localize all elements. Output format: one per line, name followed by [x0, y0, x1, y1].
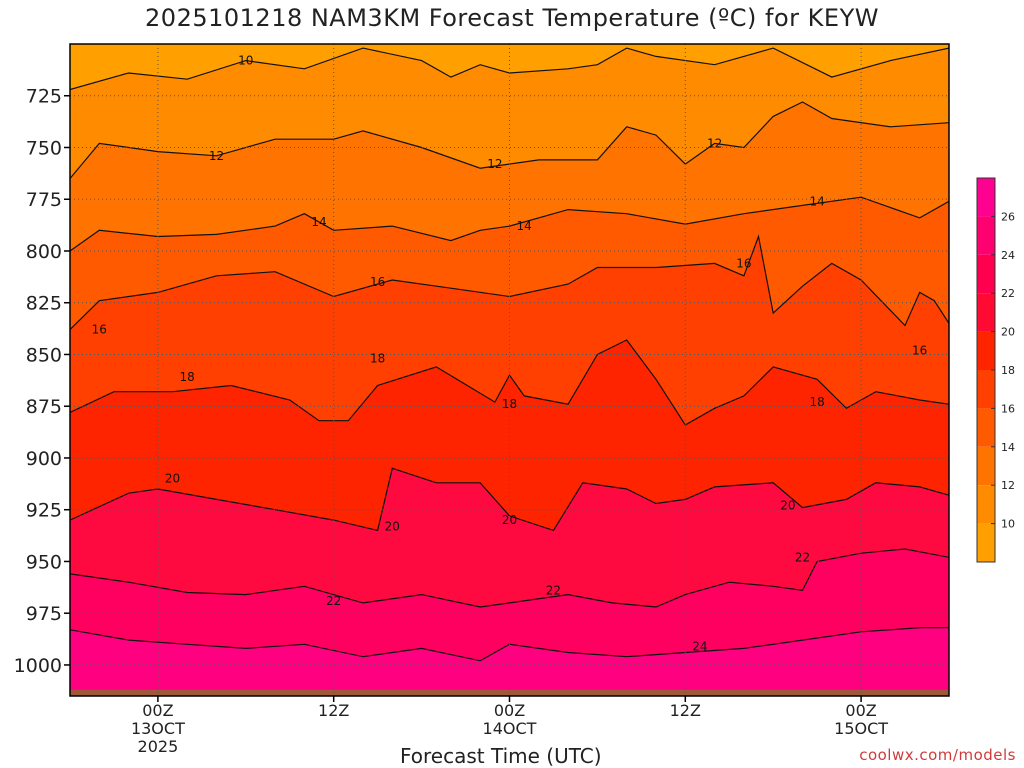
contour-line-12 — [70, 101, 949, 179]
x-tick-label: 00Z — [845, 701, 876, 720]
contour-line-20 — [70, 467, 949, 532]
colorbar-swatch — [977, 331, 995, 370]
colorbar-swatch — [977, 408, 995, 447]
contour-label: 14 — [517, 219, 532, 233]
contour-label: 16 — [370, 275, 385, 289]
colorbar-label: 10 — [1001, 518, 1015, 531]
contour-labels: 10 12 12 12 14 14 14 16 16 16 16 18 18 18 18 20 20 20 20 22… — [92, 54, 928, 654]
y-tick-label: 825 — [26, 293, 62, 315]
x-tick-label: 15OCT — [834, 719, 888, 738]
contour-label: 18 — [370, 352, 385, 366]
colorbar-swatch — [977, 216, 995, 255]
fill-band-10 — [70, 44, 949, 90]
temperature-fill-layer — [70, 44, 949, 696]
contour-label: 20 — [780, 499, 795, 513]
contour-label: 20 — [502, 513, 517, 527]
contour-label: 14 — [810, 194, 825, 208]
contour-label: 20 — [165, 472, 180, 486]
contour-label: 12 — [707, 136, 722, 150]
contour-label: 18 — [810, 395, 825, 409]
colorbar-label: 24 — [1001, 249, 1015, 262]
colorbar-label: 12 — [1001, 479, 1015, 492]
contour-label: 24 — [692, 639, 707, 653]
y-tick-label: 900 — [26, 448, 62, 470]
colorbar-legend: 10 12 14 16 18 20 22 24 26 — [976, 177, 1015, 563]
contour-label: 18 — [502, 397, 517, 411]
contour-label: 22 — [795, 550, 810, 564]
y-tick-label: 950 — [26, 551, 62, 573]
y-tick-label: 775 — [26, 189, 62, 211]
contour-line-16 — [70, 234, 949, 331]
y-tick-label: 875 — [26, 396, 62, 418]
contour-label: 10 — [238, 54, 253, 68]
colorbar-label: 20 — [1001, 326, 1015, 339]
x-tick-label: 12Z — [318, 701, 349, 720]
y-tick-label: 750 — [26, 137, 62, 159]
contour-label: 20 — [385, 519, 400, 533]
contour-line-22 — [70, 548, 949, 608]
x-tick-label: 00Z — [142, 701, 173, 720]
contour-label: 14 — [311, 215, 326, 229]
chart-title: 2025101218 NAM3KM Forecast Temperature (… — [145, 4, 879, 32]
y-axis: 725 750 775 800 825 850 875 900 925 950 975 1000 — [14, 86, 70, 677]
colorbar-label: 22 — [1001, 287, 1015, 300]
colorbar-swatch — [977, 293, 995, 332]
colorbar-swatch — [977, 178, 995, 217]
colorbar-label: 18 — [1001, 364, 1015, 377]
x-tick-label: 14OCT — [483, 719, 537, 738]
contour-label: 18 — [180, 370, 195, 384]
contour-label: 12 — [209, 149, 224, 163]
y-tick-label: 800 — [26, 241, 62, 263]
colorbar-swatch — [977, 254, 995, 294]
contour-label: 16 — [736, 256, 751, 270]
colorbar-label: 16 — [1001, 402, 1015, 415]
x-tick-label: 13OCT — [131, 719, 185, 738]
y-tick-label: 1000 — [14, 655, 62, 677]
contour-label: 12 — [487, 157, 502, 171]
colorbar-label: 26 — [1001, 210, 1015, 223]
colorbar-label: 14 — [1001, 441, 1015, 454]
contour-label: 16 — [92, 323, 107, 337]
grid-lines — [70, 44, 949, 696]
y-tick-label: 725 — [26, 86, 62, 108]
y-tick-label: 925 — [26, 500, 62, 522]
colorbar-swatch — [977, 370, 995, 409]
colorbar-swatch — [977, 446, 995, 486]
x-axis-title: Forecast Time (UTC) — [400, 744, 602, 768]
contour-label: 22 — [326, 594, 341, 608]
contour-lines — [70, 47, 949, 662]
contour-line-14 — [70, 196, 949, 252]
site-credit: coolwx.com/models — [859, 746, 1016, 764]
x-tick-label: 00Z — [494, 701, 525, 720]
contour-line-18 — [70, 339, 949, 426]
colorbar-swatch — [977, 523, 995, 562]
x-tick-label: 12Z — [670, 701, 701, 720]
contour-label: 16 — [912, 343, 927, 357]
contour-label: 22 — [546, 583, 561, 597]
y-tick-label: 850 — [26, 344, 62, 366]
y-tick-label: 975 — [26, 603, 62, 625]
colorbar-swatch — [977, 485, 995, 524]
x-tick-label: 2025 — [138, 737, 179, 756]
